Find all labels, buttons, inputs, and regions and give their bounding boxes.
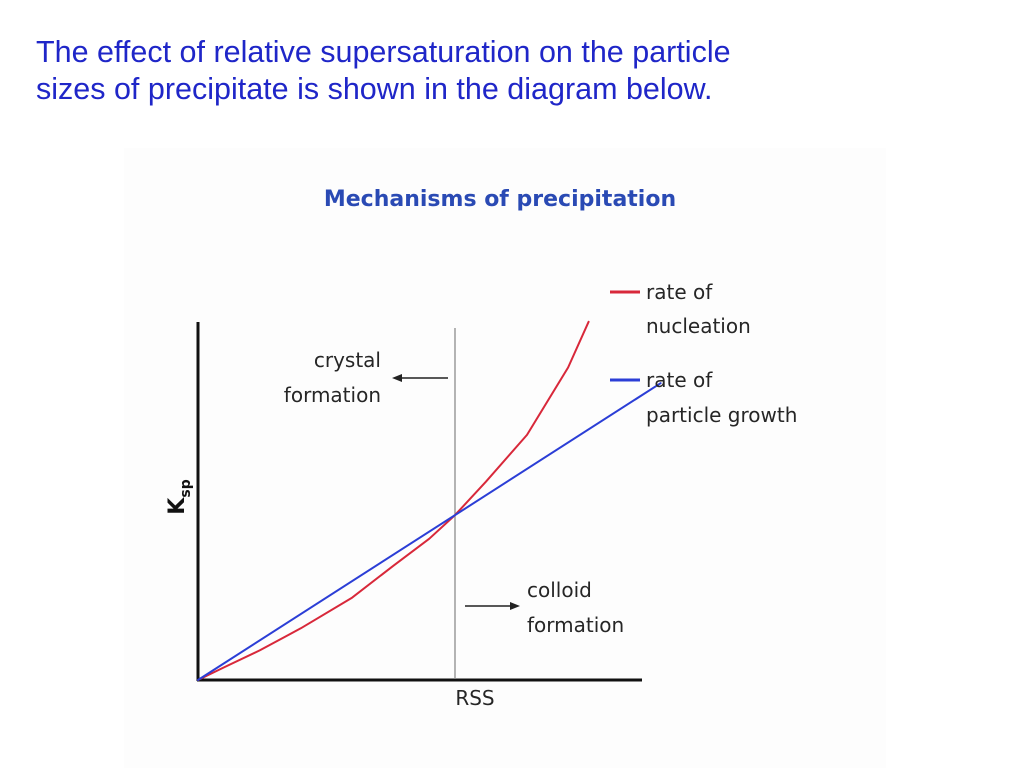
series-line-rate-of-particle-growth	[197, 382, 662, 681]
legend-label-particle-growth-line1: rate of	[646, 368, 713, 392]
colloid-formation-label-line2: formation	[527, 613, 624, 637]
legend-label-nucleation-line2: nucleation	[646, 314, 751, 338]
y-axis-label: Ksp	[165, 479, 194, 514]
legend: rate of nucleation rate of particle grow…	[610, 280, 797, 427]
figure-panel	[124, 148, 886, 768]
crystal-formation-label-line1: crystal	[314, 348, 381, 372]
legend-label-particle-growth-line2: particle growth	[646, 403, 797, 427]
series-layer	[197, 320, 662, 681]
y-axis-label-sub: sp	[178, 479, 194, 497]
slide-heading: The effect of relative supersaturation o…	[36, 34, 996, 108]
colloid-formation-label-line1: colloid	[527, 578, 592, 602]
x-axis-label: RSS	[455, 686, 494, 710]
legend-label-nucleation-line1: rate of	[646, 280, 713, 304]
y-axis-label-main: K	[165, 497, 190, 515]
colloid-formation-arrow	[465, 602, 520, 610]
heading-line-2: sizes of precipitate is shown in the dia…	[36, 72, 713, 106]
series-line-rate-of-nucleation	[197, 320, 590, 681]
chart-title: Mechanisms of precipitation	[324, 187, 676, 212]
crystal-formation-arrow	[392, 374, 448, 382]
crystal-formation-label-line2: formation	[284, 383, 381, 407]
heading-line-1: The effect of relative supersaturation o…	[36, 35, 731, 69]
